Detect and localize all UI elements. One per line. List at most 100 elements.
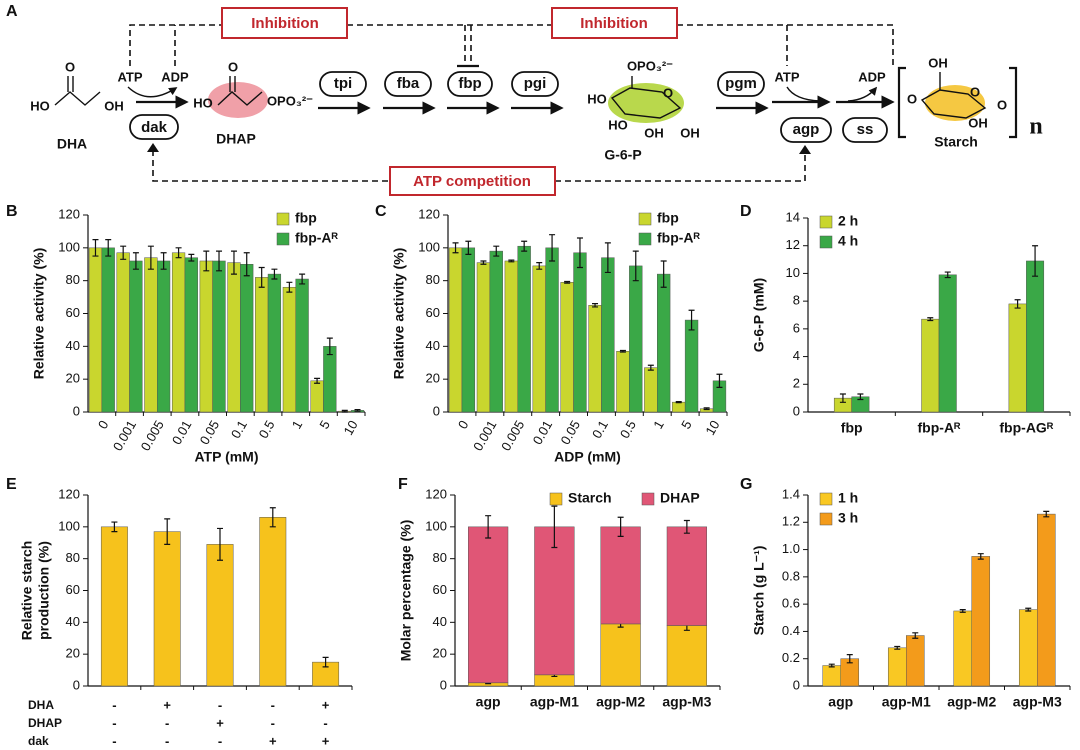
bar (461, 247, 476, 413)
feedback-line (677, 24, 894, 66)
enzyme: dak (141, 119, 168, 136)
x-tick-label: agp-M1 (530, 694, 579, 710)
legend-swatch (819, 512, 833, 526)
condition-mark: - (323, 715, 327, 730)
atom: O (65, 59, 75, 74)
y-tick-label: 0 (433, 403, 440, 418)
condition-mark: - (165, 733, 169, 748)
compound-name: DHAP (216, 131, 256, 147)
y-axis-label: G-6-P (mM) (751, 278, 767, 352)
x-tick-label: 5 (316, 418, 333, 432)
condition-mark: - (165, 715, 169, 730)
x-tick-label: agp-M1 (882, 694, 931, 710)
enzyme: pgi (524, 75, 547, 92)
x-tick-label: agp (828, 694, 853, 710)
enzyme-pill (447, 71, 493, 97)
bar (601, 257, 615, 413)
bar-segment (600, 526, 641, 625)
bar (116, 252, 130, 413)
bar (1037, 513, 1056, 687)
bar (588, 305, 602, 413)
legend-label: 2 h (838, 213, 858, 229)
enzyme: fbp (458, 75, 481, 92)
legend-label: fbp-Aᴿ (657, 230, 701, 246)
legend-label: fbp (295, 210, 317, 226)
condition-mark: - (271, 697, 275, 712)
error-bar (1032, 245, 1039, 277)
atom: OH (644, 125, 664, 140)
error-bar (912, 632, 919, 639)
bond (54, 76, 101, 106)
y-tick-label: 12 (786, 237, 800, 252)
error-bar (977, 553, 984, 560)
inhibition-label: Inhibition (580, 15, 647, 32)
error-bar (105, 239, 112, 257)
x-tick-label: 0.001 (470, 418, 499, 454)
panel-letter: A (6, 3, 18, 20)
error-bar (846, 654, 853, 664)
cofactor: ATP (117, 69, 142, 84)
cofactor-arrow (786, 86, 821, 102)
error-bar (120, 245, 127, 260)
bracket (897, 66, 1018, 139)
legend-swatch (638, 212, 652, 226)
y-tick-label: 100 (58, 239, 80, 254)
error-bar (632, 250, 639, 282)
bar (1026, 260, 1045, 413)
condition-mark: + (216, 715, 224, 730)
bar (644, 367, 658, 413)
bar (1018, 609, 1038, 687)
y-tick-label: 0 (440, 677, 447, 692)
bar (684, 319, 699, 413)
error-bar (828, 663, 835, 668)
error-bar (147, 245, 154, 270)
error-bar (716, 373, 723, 388)
bar (259, 517, 287, 687)
y-tick-label: 8 (793, 293, 800, 308)
bar (88, 247, 103, 413)
compound-name: Starch (934, 134, 978, 150)
error-bar (576, 237, 583, 269)
bar (323, 346, 337, 413)
x-tick-label: 0.05 (197, 418, 223, 447)
bar (532, 265, 546, 413)
cofactor-arrow (127, 86, 178, 98)
bar (101, 247, 115, 413)
error-bar (1043, 510, 1050, 518)
y-tick-label: 40 (66, 338, 80, 353)
y-tick-label: 1.4 (782, 486, 800, 501)
x-tick-label: 1 (650, 418, 667, 432)
competition-line (152, 150, 806, 182)
y-tick-label: 40 (426, 338, 440, 353)
y-tick-label: 120 (58, 486, 80, 501)
error-bar (230, 250, 237, 275)
y-tick-label: 0.4 (782, 623, 800, 638)
x-axis-label: ADP (mM) (554, 449, 621, 465)
error-bar (493, 245, 500, 257)
bar (267, 273, 282, 413)
bar (144, 257, 158, 413)
condition-name: DHA (28, 698, 54, 712)
y-tick-label: 0.6 (782, 596, 800, 611)
error-bar (175, 247, 182, 259)
atom: OPO₃²⁻ (267, 93, 313, 108)
error-bar (322, 656, 329, 668)
atom: HO (587, 91, 607, 106)
error-bar (894, 645, 901, 650)
condition-mark: - (218, 733, 222, 748)
x-tick-label: 10 (341, 418, 361, 438)
y-tick-label: 60 (66, 305, 80, 320)
feedback-line (347, 24, 552, 63)
y-tick-label: 6 (793, 320, 800, 335)
error-bar (354, 408, 361, 412)
error-bar (258, 266, 265, 288)
bar (906, 635, 925, 687)
x-tick-label: 5 (678, 418, 695, 432)
legend-label: fbp-Aᴿ (295, 230, 339, 246)
bar (129, 260, 143, 413)
error-bar (132, 252, 139, 270)
bar (255, 277, 269, 413)
error-bar (341, 409, 348, 413)
x-tick-label: 0.01 (169, 418, 195, 447)
y-tick-label: 120 (425, 486, 447, 501)
